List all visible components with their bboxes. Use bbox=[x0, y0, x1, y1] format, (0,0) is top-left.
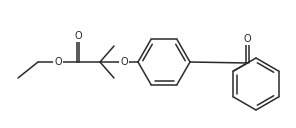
Text: O: O bbox=[74, 31, 82, 41]
Text: O: O bbox=[120, 57, 128, 67]
Text: O: O bbox=[244, 34, 251, 44]
Text: O: O bbox=[54, 57, 62, 67]
